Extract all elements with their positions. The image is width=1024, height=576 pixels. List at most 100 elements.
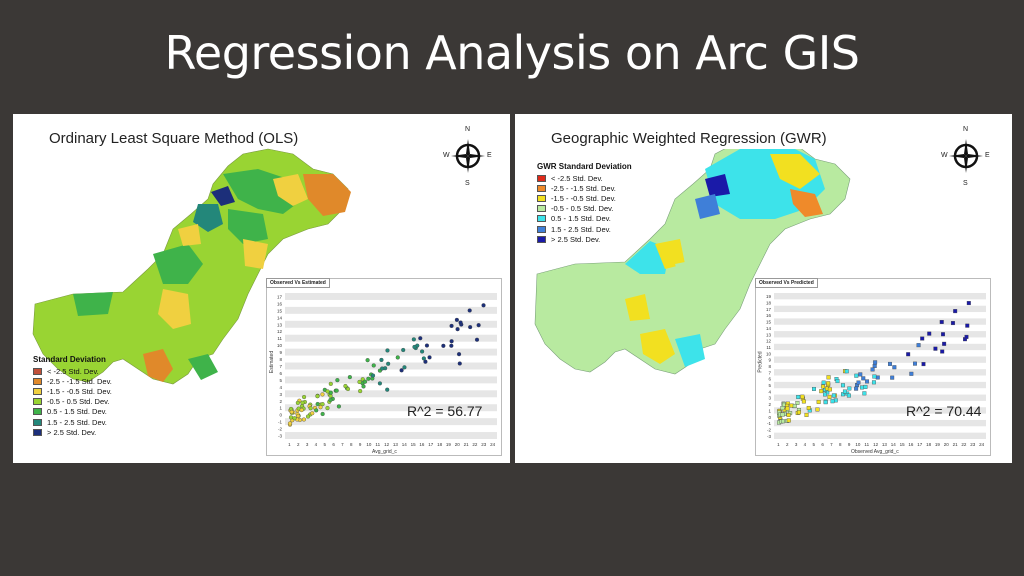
scatter-point (863, 384, 868, 389)
scatter-point (842, 389, 847, 394)
scatter-point (395, 355, 400, 360)
x-tick-label: 9 (359, 442, 362, 447)
y-tick-label: -3 (767, 434, 771, 439)
scatter-point (287, 421, 293, 426)
scatter-point (953, 309, 958, 314)
scatter-point (325, 389, 330, 394)
scatter-point (357, 379, 362, 385)
scatter-point (320, 402, 325, 407)
scatter-point (927, 331, 932, 336)
scatter-point (872, 364, 877, 369)
legend-item: > 2.5 Std. Dev. (537, 234, 632, 244)
scatter-point (424, 343, 430, 348)
y-tick-label: 4 (768, 389, 771, 394)
gwr-legend: GWR Standard Deviation < -2.5 Std. Dev. … (537, 162, 632, 244)
y-tick-label: 12 (766, 339, 772, 344)
y-tick-label: 1 (279, 406, 282, 411)
scatter-point (821, 384, 825, 389)
scatter-point (449, 339, 454, 344)
scatter-point (906, 352, 911, 357)
scatter-point (873, 360, 878, 365)
legend-item: 1.5 - 2.5 Std. Dev. (537, 224, 632, 234)
x-tick-label: 22 (472, 442, 478, 447)
x-tick-label: 9 (848, 442, 851, 447)
scatter-point (865, 379, 870, 384)
y-tick-label: 13 (277, 322, 283, 327)
ols-scatter-plot: Observed Vs Estimated -3 -2 -1 0 1 2 3 4 5 6 7 8 9 10… (266, 278, 502, 456)
legend-item: 1.5 - 2.5 Std. Dev. (33, 417, 112, 427)
x-tick-label: 1 (777, 442, 780, 447)
x-tick-label: 17 (428, 442, 434, 447)
y-tick-label: -3 (278, 434, 282, 439)
scatter-point (347, 375, 352, 380)
y-tick-label: -2 (767, 427, 771, 432)
y-tick-label: 5 (279, 378, 282, 383)
x-tick-label: 12 (873, 442, 879, 447)
scatter-point (371, 363, 376, 368)
scatter-point (801, 399, 806, 404)
scatter-point (785, 406, 790, 411)
scatter-point (815, 407, 820, 412)
y-tick-label: 12 (277, 329, 283, 334)
x-tick-label: 4 (315, 442, 318, 447)
y-tick-label: 2 (768, 402, 771, 407)
x-tick-label: 11 (864, 442, 869, 447)
gwr-choropleth-map (534, 149, 851, 375)
gwr-r2-label: R^2 = 70.44 (906, 403, 982, 419)
x-tick-label: 12 (384, 442, 390, 447)
scatter-point (819, 389, 824, 394)
scatter-point (295, 400, 300, 405)
scatter-point (457, 361, 462, 366)
scatter-point (456, 352, 462, 357)
scatter-point (420, 349, 425, 354)
y-tick-label: 10 (766, 351, 772, 356)
scatter-point (449, 323, 454, 328)
scatter-point (377, 381, 382, 386)
y-tick-label: 8 (279, 357, 282, 362)
ols-legend-title: Standard Deviation (33, 355, 106, 364)
x-tick-label: 5 (323, 442, 326, 447)
scatter-point (385, 387, 390, 392)
y-tick-label: 5 (768, 383, 771, 388)
scatter-point (365, 358, 370, 363)
legend-item: > 2.5 Std. Dev. (33, 427, 112, 437)
scatter-point (296, 413, 301, 419)
scatter-point (301, 417, 306, 422)
y-tick-label: -1 (278, 420, 282, 425)
y-tick-label: 15 (277, 308, 283, 313)
scatter-point (427, 355, 432, 360)
scatter-point (299, 407, 304, 413)
x-tick-label: 7 (830, 442, 833, 447)
scatter-point (402, 365, 407, 370)
compass-east-label: E (985, 152, 990, 159)
ols-plot-header: Observed Vs Estimated (266, 278, 330, 288)
scatter-point (827, 394, 832, 399)
scatter-point (328, 381, 333, 386)
slide-title: Regression Analysis on Arc GIS (164, 26, 861, 80)
x-tick-label: 6 (332, 442, 335, 447)
legend-item: -0.5 - 0.5 Std. Dev. (537, 204, 632, 214)
x-tick-label: 3 (795, 442, 798, 447)
x-tick-label: 21 (953, 442, 959, 447)
compass-west-label: W (443, 152, 450, 159)
scatter-point (310, 411, 315, 416)
y-tick-label: 11 (766, 345, 771, 350)
scatter-point (795, 401, 800, 405)
y-tick-label: 9 (279, 350, 282, 355)
scatter-point (841, 383, 845, 388)
x-tick-label: 17 (917, 442, 923, 447)
scatter-point (920, 336, 925, 341)
scatter-point (334, 388, 339, 393)
x-tick-label: 14 (891, 442, 897, 447)
scatter-point (314, 408, 319, 413)
scatter-point (796, 394, 801, 399)
y-tick-label: -2 (278, 427, 282, 432)
x-tick-label: 13 (882, 442, 888, 447)
x-tick-label: 24 (490, 442, 496, 447)
ols-y-axis-label: Estimated (269, 350, 276, 374)
scatter-point (847, 386, 852, 391)
gwr-panel: Geographic Weighted Regression (GWR) N W… (515, 114, 1012, 463)
legend-item: < -2.5 Std. Dev. (33, 366, 112, 376)
scatter-point (909, 371, 914, 376)
scatter-point (481, 303, 486, 308)
